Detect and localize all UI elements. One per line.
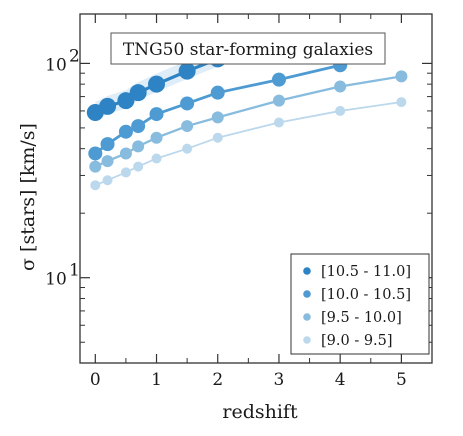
- data-point: [132, 140, 145, 153]
- data-point: [271, 72, 286, 87]
- legend-label: [9.0 - 9.5]: [321, 333, 393, 349]
- data-point: [211, 111, 224, 124]
- data-point: [181, 120, 194, 133]
- x-tick-label: 0: [90, 370, 101, 390]
- data-point: [212, 132, 223, 143]
- series-group: [89, 70, 408, 173]
- legend-label: [10.0 - 10.5]: [321, 287, 411, 303]
- data-point: [180, 96, 195, 111]
- data-point: [395, 70, 408, 83]
- data-point: [89, 160, 102, 173]
- x-tick-label: 4: [335, 370, 346, 390]
- series-line: [94, 75, 402, 168]
- data-point: [148, 75, 166, 93]
- data-point: [100, 137, 115, 152]
- data-point: [88, 146, 103, 161]
- data-point: [335, 105, 346, 116]
- data-point: [396, 97, 407, 108]
- legend-label: [10.5 - 11.0]: [321, 264, 411, 280]
- series-group: [90, 97, 407, 191]
- data-point: [102, 175, 113, 186]
- data-point: [101, 155, 114, 168]
- legend-marker: [303, 313, 311, 321]
- y-tick-label: 10: [45, 55, 67, 75]
- data-point: [178, 62, 196, 80]
- data-point: [151, 153, 162, 164]
- data-point: [150, 131, 163, 144]
- data-point: [117, 92, 135, 110]
- chart-title: TNG50 star-forming galaxies: [123, 40, 373, 60]
- data-point: [273, 117, 284, 128]
- legend-marker: [303, 267, 311, 275]
- x-tick-label: 3: [274, 370, 285, 390]
- legend-marker: [303, 290, 311, 298]
- y-tick-exponent: 2: [69, 46, 80, 66]
- data-point: [210, 85, 225, 100]
- data-point: [334, 80, 347, 93]
- y-axis-title: σ [stars] [km/s]: [17, 123, 39, 271]
- data-point: [129, 84, 147, 102]
- data-point: [133, 161, 144, 172]
- data-point: [90, 180, 101, 191]
- legend: [10.5 - 11.0] [10.0 - 10.5] [9.5 - 10.0] [9…: [290, 253, 430, 355]
- series-group: [88, 58, 348, 161]
- data-point: [119, 147, 132, 160]
- series-line: [94, 101, 402, 187]
- data-point: [131, 119, 146, 134]
- x-axis-title: redshift: [222, 401, 298, 423]
- data-point: [120, 167, 131, 178]
- x-tick-label: 1: [151, 370, 162, 390]
- legend-marker: [303, 336, 311, 344]
- x-tick-label: 5: [396, 370, 407, 390]
- y-tick-exponent: 1: [69, 261, 80, 281]
- data-point: [118, 124, 133, 139]
- data-point: [272, 94, 285, 107]
- legend-label: [9.5 - 10.0]: [321, 310, 402, 326]
- data-point: [149, 107, 164, 122]
- chart-title-box: TNG50 star-forming galaxies: [110, 32, 386, 65]
- x-tick-label: 2: [212, 370, 223, 390]
- y-tick-label: 10: [45, 270, 67, 290]
- plot-frame: [79, 13, 433, 364]
- data-point: [99, 97, 117, 115]
- data-point: [182, 143, 193, 154]
